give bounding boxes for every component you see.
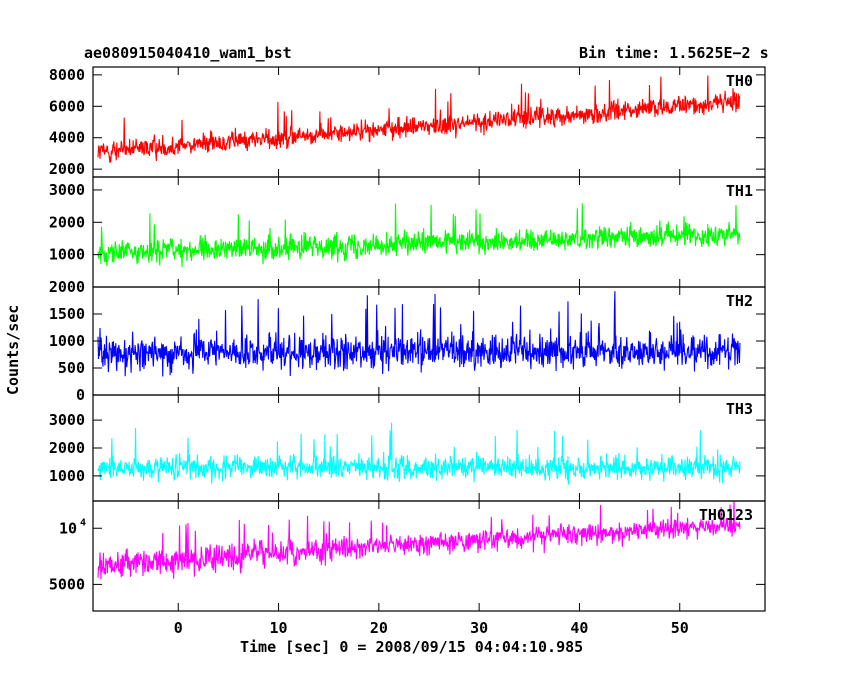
y-tick-label: 3000 [49,411,85,429]
x-tick-label: 30 [470,619,488,637]
y-tick-label: 8000 [49,66,85,84]
y-tick-label: 1000 [49,246,85,264]
y-tick-label-exponent: 4 [80,517,86,528]
x-axis-label: Time [sec] 0 = 2008/09/15 04:04:10.985 [240,638,584,656]
panel-label-th3: TH3 [726,400,753,418]
panel-label-th1: TH1 [726,182,753,200]
y-tick-label: 3000 [49,181,85,199]
y-tick-label: 2000 [49,213,85,231]
series-line-th2 [97,291,741,377]
panel-frame-th3 [92,394,766,502]
y-tick-label: 6000 [49,97,85,115]
x-tick-label: 10 [270,619,288,637]
y-tick-label: 4000 [49,129,85,147]
series-line-th0123 [97,501,741,580]
chart-title: ae080915040410_wam1_bst [84,44,292,62]
y-tick-label: 1000 [49,332,85,350]
y-tick-label: 1000 [49,467,85,485]
y-tick-label: 0 [76,386,85,404]
series-line-th1 [97,203,741,268]
panel-frame-th0 [92,66,766,178]
series-line-th3 [97,422,741,485]
panel-frame-th1 [92,176,766,288]
y-tick-label: 2000 [49,160,85,178]
y-axis-label: Counts/sec [4,304,22,395]
bin-time-label: Bin time: 1.5625E−2 s [579,44,769,62]
y-tick-label: 10 [59,519,77,537]
y-tick-label: 2000 [49,439,85,457]
y-tick-label: 5000 [49,575,85,593]
y-tick-label: 500 [58,359,85,377]
panel-frame-th0123 [92,500,766,612]
x-tick-label: 40 [570,619,588,637]
panel-label-th0: TH0 [726,72,753,90]
panel-label-th2: TH2 [726,292,753,310]
panel-label-th0123: TH0123 [699,506,753,524]
x-tick-label: 20 [370,619,388,637]
y-tick-label: 1500 [49,305,85,323]
x-tick-label: 0 [174,619,183,637]
x-tick-label: 50 [671,619,689,637]
y-tick-label: 2000 [49,278,85,296]
series-line-th0 [97,75,741,163]
